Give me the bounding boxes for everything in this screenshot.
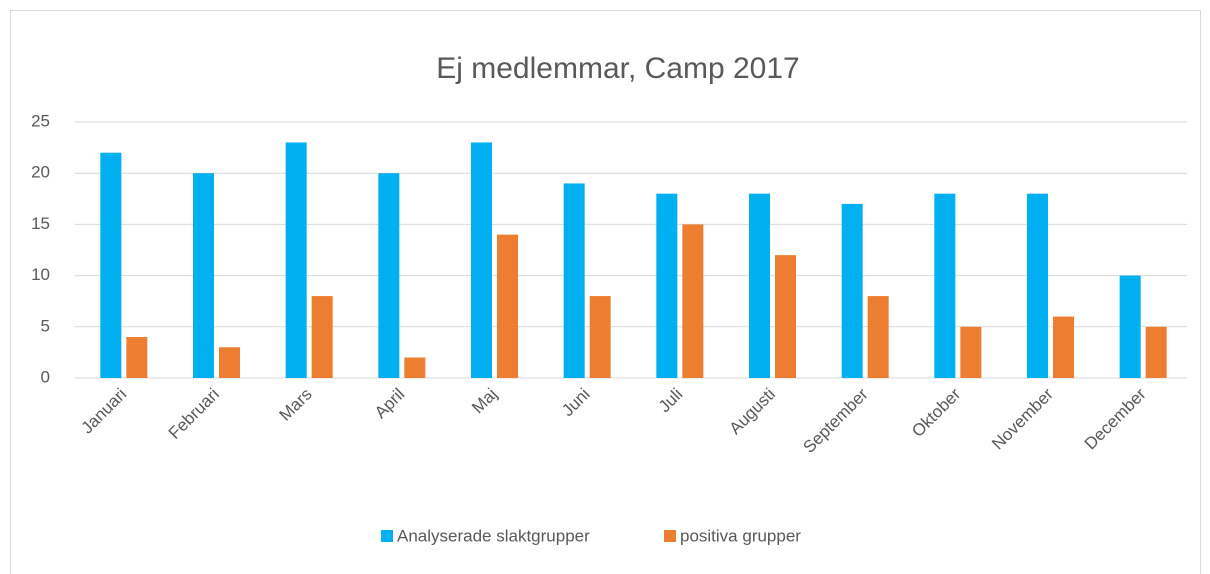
y-tick-label: 5 [41,316,50,335]
y-tick-label: 25 [31,111,50,130]
legend-swatch [664,530,676,542]
x-tick-label: December [1081,384,1150,453]
bar [656,193,678,378]
bar [471,142,492,378]
legend-label: Analyserade slaktgrupper [397,526,590,545]
bar [126,337,148,378]
bar [1053,316,1074,378]
x-tick-label: September [799,384,871,456]
bar [1027,193,1048,378]
y-tick-label: 15 [31,214,50,233]
x-tick-label: April [371,385,408,422]
y-tick-label: 10 [31,265,50,284]
bar [934,193,956,378]
x-tick-label: Oktober [908,384,964,440]
bar [378,173,400,378]
x-tick-label: Juli [655,385,686,416]
bar [311,296,333,378]
x-tick-label: Maj [468,385,501,418]
bar [960,326,982,378]
x-tick-label: Mars [276,385,316,425]
chart-title: Ej medlemmar, Camp 2017 [436,52,800,85]
x-tick-label: Augusti [725,385,779,439]
x-tick-label: Januari [77,385,130,438]
bar [219,347,240,378]
bar [100,152,122,378]
bar [841,203,863,378]
y-tick-label: 20 [31,163,50,182]
bar [867,296,889,378]
legend-swatch [381,530,393,542]
bar [193,173,214,378]
x-tick-label: Juni [558,385,593,420]
bar [589,296,611,378]
bar [285,142,307,378]
bar [1119,275,1141,378]
bar [404,357,426,378]
bar [563,183,585,378]
x-tick-label: Februari [165,385,223,443]
bar [1145,326,1167,378]
x-tick-label: November [988,384,1057,453]
bar [749,193,770,378]
bar [775,255,796,378]
bar [682,224,704,378]
y-tick-label: 0 [41,367,50,386]
bar [497,234,518,378]
chart-border [10,10,1201,574]
legend-label: positiva grupper [680,526,801,545]
